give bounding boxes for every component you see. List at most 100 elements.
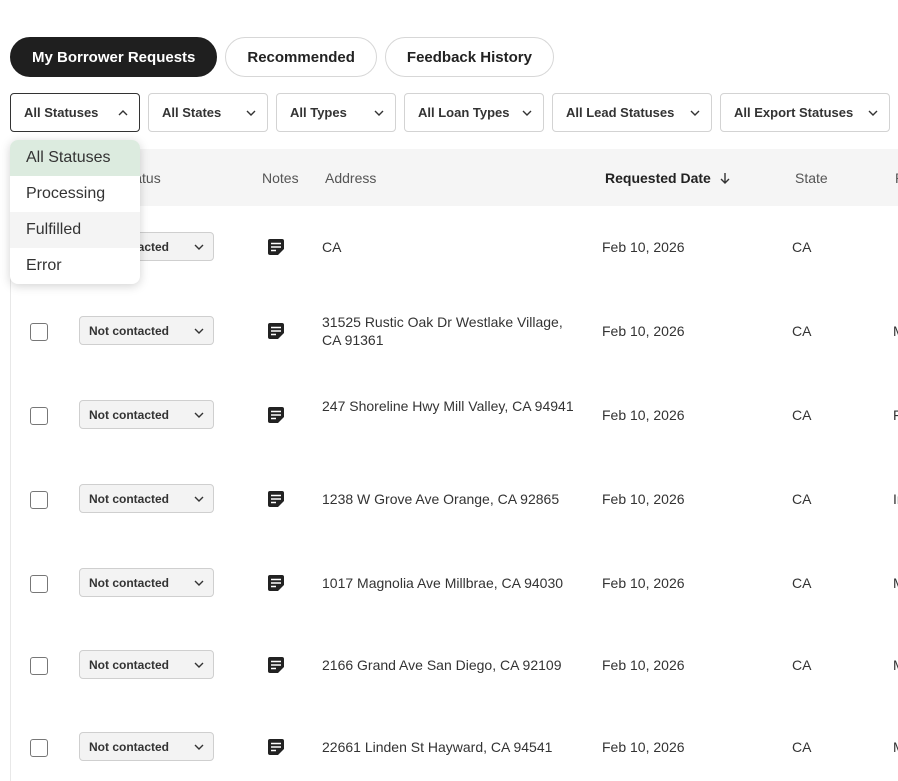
address-cell: 22661 Linden St Hayward, CA 94541 [322, 739, 553, 755]
address-cell: CA [322, 239, 342, 255]
table-row[interactable]: Not contacted 2166 Grand Ave San Diego, C… [10, 624, 898, 706]
lead-status-value: Not contacted [89, 407, 170, 422]
row-checkbox[interactable] [30, 739, 48, 757]
dropdown-option-error[interactable]: Error [26, 257, 62, 274]
chevron-down-icon [194, 662, 204, 668]
lead-status-select[interactable]: Not contacted [79, 568, 214, 597]
note-icon[interactable] [267, 574, 285, 592]
address-cell: 2166 Grand Ave San Diego, CA 92109 [322, 657, 562, 673]
state-cell: CA [792, 323, 812, 339]
row-checkbox[interactable] [30, 323, 48, 341]
requests-table: Status Notes Address Requested Date Stat… [10, 149, 898, 781]
state-cell: CA [792, 491, 812, 507]
state-cell: CA [792, 575, 812, 591]
state-cell: CA [792, 739, 812, 755]
table-header: Status Notes Address Requested Date Stat… [10, 149, 898, 206]
address-cell: 31525 Rustic Oak Dr Westlake Village, CA… [322, 314, 563, 348]
tab-recommended[interactable]: Recommended [225, 37, 377, 77]
note-icon[interactable] [267, 406, 285, 424]
row-checkbox[interactable] [30, 657, 48, 675]
status-filter-label: All Statuses [24, 105, 99, 120]
requested-date-cell: Feb 10, 2026 [602, 407, 685, 423]
lead-status-select[interactable]: Not contacted [79, 650, 214, 679]
address-cell: 1238 W Grove Ave Orange, CA 92865 [322, 491, 560, 507]
column-state[interactable]: State [795, 170, 828, 186]
state-cell: CA [792, 407, 812, 423]
lead-status-value: Not contacted [89, 323, 170, 338]
tab-feedback-history[interactable]: Feedback History [384, 37, 554, 77]
chevron-down-icon [522, 110, 532, 116]
requested-date-cell: Feb 10, 2026 [602, 239, 685, 255]
requested-date-cell: Feb 10, 2026 [602, 575, 685, 591]
chevron-down-icon [194, 580, 204, 586]
chevron-down-icon [194, 412, 204, 418]
lead-status-filter-label: All Lead Statuses [566, 105, 675, 120]
export-status-filter-label: All Export Statuses [734, 105, 854, 120]
dropdown-option-all-statuses[interactable]: All Statuses [10, 140, 140, 176]
note-icon[interactable] [267, 656, 285, 674]
chevron-down-icon [194, 496, 204, 502]
lead-status-value: Not contacted [89, 739, 170, 754]
truncated-cell: M [893, 656, 898, 674]
dropdown-option-fulfilled[interactable]: Fulfilled [10, 212, 140, 248]
lead-status-select[interactable]: Not contacted [79, 484, 214, 513]
table-row[interactable]: Not contacted 247 Shoreline Hwy Mill Vall… [10, 374, 898, 456]
chevron-down-icon [374, 110, 384, 116]
lead-status-select[interactable]: Not contacted [79, 316, 214, 345]
loan-type-filter-label: All Loan Types [418, 105, 510, 120]
filter-bar: All Statuses All States All Types All Lo… [10, 93, 898, 132]
lead-status-filter[interactable]: All Lead Statuses [552, 93, 712, 132]
table-row[interactable]: Not contacted 31525 Rustic Oak Dr Westlak… [10, 290, 898, 372]
chevron-down-icon [690, 110, 700, 116]
status-filter-dropdown: All Statuses Processing Fulfilled Error [10, 140, 140, 284]
truncated-cell: F [893, 407, 898, 423]
state-filter[interactable]: All States [148, 93, 268, 132]
address-cell: 1017 Magnolia Ave Millbrae, CA 94030 [322, 575, 564, 591]
table-row[interactable]: Not contacted 1017 Magnolia Ave Millbrae,… [10, 542, 898, 624]
loan-type-filter[interactable]: All Loan Types [404, 93, 544, 132]
state-cell: CA [792, 657, 812, 673]
truncated-cell: M [893, 738, 898, 756]
view-tabs: My Borrower Requests Recommended Feedbac… [10, 37, 554, 77]
column-address[interactable]: Address [325, 170, 377, 186]
state-filter-label: All States [162, 105, 222, 120]
chevron-down-icon [246, 110, 256, 116]
type-filter[interactable]: All Types [276, 93, 396, 132]
column-next-truncated[interactable]: P [895, 170, 898, 186]
table-left-border [10, 149, 11, 781]
requested-date-cell: Feb 10, 2026 [602, 491, 685, 507]
note-icon[interactable] [267, 490, 285, 508]
lead-status-select[interactable]: Not contacted [79, 400, 214, 429]
table-row[interactable]: Not contacted 1238 W Grove Ave Orange, CA… [10, 458, 898, 540]
status-filter[interactable]: All Statuses [10, 93, 140, 132]
lead-status-value: Not contacted [89, 657, 170, 672]
requested-date-cell: Feb 10, 2026 [602, 657, 685, 673]
note-icon[interactable] [267, 238, 285, 256]
truncated-cell: M [893, 574, 898, 592]
note-icon[interactable] [267, 322, 285, 340]
chevron-down-icon [194, 744, 204, 750]
note-icon[interactable] [267, 738, 285, 756]
table-row[interactable]: Not contacted 22661 Linden St Hayward, CA… [10, 706, 898, 781]
sort-descending-icon [720, 173, 730, 184]
column-notes[interactable]: Notes [262, 170, 299, 186]
dropdown-option-processing[interactable]: Processing [26, 185, 106, 202]
column-requested-date[interactable]: Requested Date [605, 170, 732, 186]
row-checkbox[interactable] [30, 407, 48, 425]
address-cell: 247 Shoreline Hwy Mill Valley, CA 94941 [322, 398, 574, 414]
row-checkbox[interactable] [30, 491, 48, 509]
requested-date-cell: Feb 10, 2026 [602, 739, 685, 755]
row-checkbox[interactable] [30, 575, 48, 593]
state-cell: CA [792, 239, 812, 255]
lead-status-value: Not contacted [89, 491, 170, 506]
lead-status-value: Not contacted [89, 575, 170, 590]
column-requested-date-label: Requested Date [605, 170, 711, 186]
requested-date-cell: Feb 10, 2026 [602, 323, 685, 339]
tab-my-borrower-requests[interactable]: My Borrower Requests [10, 37, 218, 77]
chevron-up-icon [118, 109, 128, 115]
chevron-down-icon [868, 110, 878, 116]
type-filter-label: All Types [290, 105, 347, 120]
lead-status-select[interactable]: Not contacted [79, 732, 214, 761]
export-status-filter[interactable]: All Export Statuses [720, 93, 890, 132]
